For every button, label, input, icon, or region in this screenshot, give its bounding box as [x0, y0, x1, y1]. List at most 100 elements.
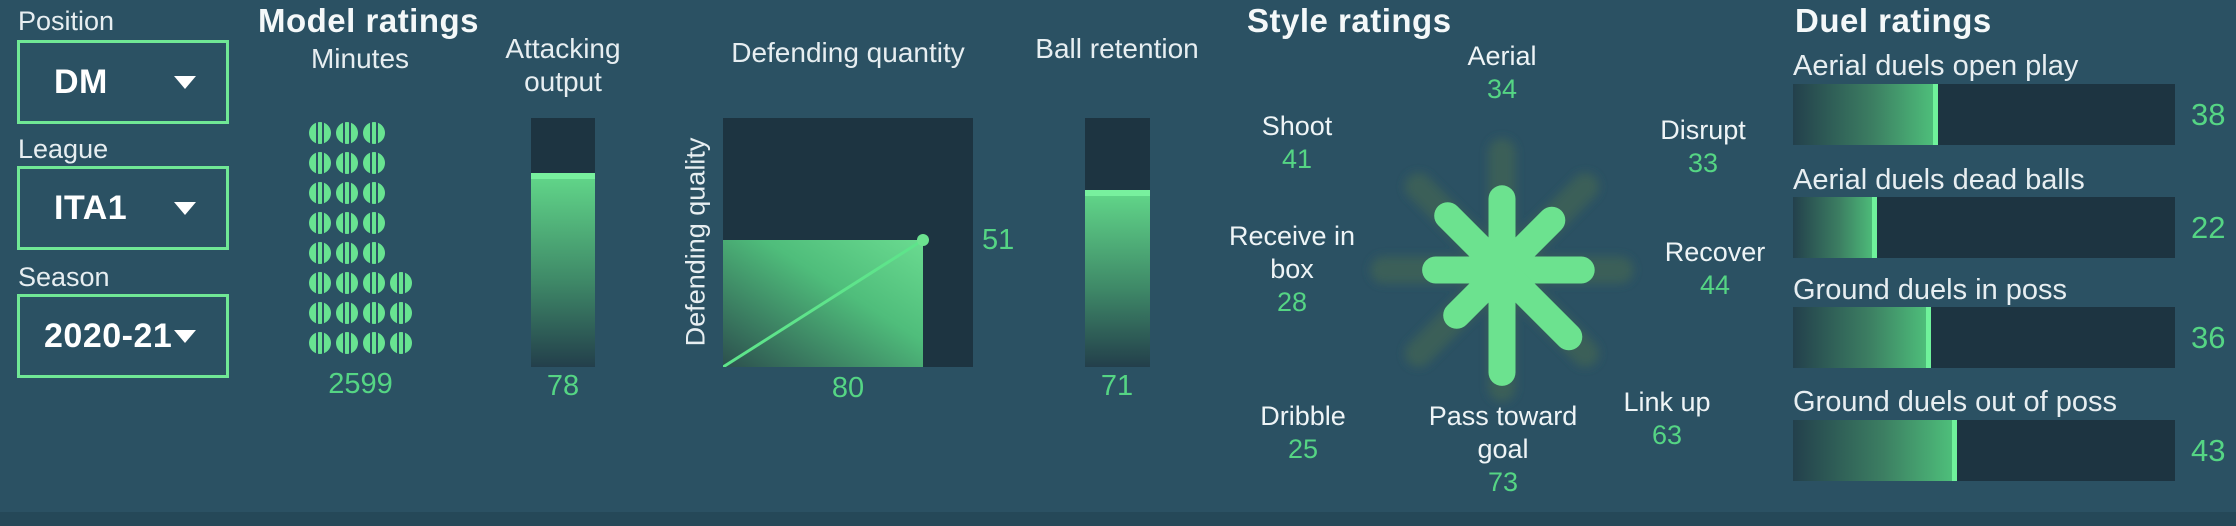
attacking-output-value: 78 — [546, 370, 580, 402]
defending-quality-axis-label: Defending quality — [680, 137, 711, 347]
league-value: ITA1 — [54, 188, 128, 227]
chevron-down-icon — [174, 329, 196, 343]
ball-row — [309, 152, 412, 174]
attacking-output-title: Attacking output — [505, 33, 621, 97]
bar-fill — [1085, 190, 1150, 367]
league-label: League — [18, 134, 109, 164]
defending-quantity-title: Defending quantity — [731, 37, 965, 68]
ball-row — [309, 242, 412, 264]
football-icon — [363, 212, 385, 234]
football-icon — [336, 332, 358, 354]
football-icon — [336, 272, 358, 294]
bar-highlight — [531, 172, 595, 179]
style-star-chart — [1370, 138, 1634, 402]
ball-retention-title: Ball retention — [1035, 33, 1199, 64]
ball-row — [309, 212, 412, 234]
defending-y-value: 51 — [982, 224, 1015, 256]
football-icon — [363, 272, 385, 294]
duel-value-aerial-open: 38 — [2191, 97, 2226, 132]
ball-row — [309, 182, 412, 204]
ball-row — [309, 272, 412, 294]
position-label: Position — [18, 6, 115, 36]
duel-bar-ground-out — [1793, 420, 2175, 481]
football-icon — [309, 182, 331, 204]
bar-fill — [1793, 307, 1931, 368]
minutes-value: 2599 — [328, 368, 393, 400]
football-icon — [309, 122, 331, 144]
season-value: 2020-21 — [44, 316, 173, 355]
position-select[interactable]: DM — [17, 40, 229, 124]
duel-label-aerial-dead: Aerial duels dead balls — [1793, 164, 2085, 196]
bar-fill — [1793, 420, 1958, 481]
league-select[interactable]: ITA1 — [17, 166, 229, 250]
defending-diagonal — [723, 234, 929, 367]
chevron-down-icon — [174, 75, 196, 89]
duel-bar-ground-in — [1793, 307, 2175, 368]
bar-highlight — [1872, 197, 1878, 258]
defending-scatter-chart — [723, 118, 973, 367]
football-icon — [309, 332, 331, 354]
football-icon — [363, 182, 385, 204]
duel-bar-aerial-open — [1793, 84, 2175, 145]
bottom-strip — [0, 512, 2236, 526]
football-icon — [363, 242, 385, 264]
defending-x-value: 80 — [831, 372, 865, 404]
model-ratings-title: Model ratings — [258, 2, 480, 39]
bar-highlight — [1952, 420, 1958, 481]
football-icon — [336, 152, 358, 174]
football-icon — [336, 122, 358, 144]
football-icon — [309, 302, 331, 324]
ball-row — [309, 332, 412, 354]
style-item-dribble: Dribble 25 — [1260, 401, 1346, 464]
football-icon — [363, 122, 385, 144]
football-icon — [336, 182, 358, 204]
minutes-title: Minutes — [310, 43, 410, 74]
style-item-shoot: Shoot 41 — [1261, 111, 1333, 174]
chevron-down-icon — [174, 201, 196, 215]
ball-retention-bar — [1085, 118, 1150, 367]
duel-value-ground-in: 36 — [2191, 320, 2226, 355]
duel-value-aerial-dead: 22 — [2191, 210, 2226, 245]
ball-row — [309, 122, 412, 144]
football-icon — [309, 242, 331, 264]
position-value: DM — [54, 62, 108, 101]
football-icon — [336, 212, 358, 234]
football-icon — [309, 152, 331, 174]
bar-highlight — [1085, 190, 1150, 197]
football-icon — [336, 242, 358, 264]
style-item-aerial: Aerial 34 — [1467, 41, 1537, 104]
ball-retention-value: 71 — [1100, 370, 1134, 402]
bar-fill — [1793, 197, 1878, 258]
style-item-disrupt: Disrupt 33 — [1660, 115, 1746, 178]
duel-value-ground-out: 43 — [2191, 433, 2226, 468]
duel-label-aerial-open: Aerial duels open play — [1793, 50, 2079, 82]
bar-fill — [1793, 84, 1939, 145]
football-icon — [309, 272, 331, 294]
duel-ratings-title: Duel ratings — [1795, 2, 1992, 39]
football-icon — [390, 272, 412, 294]
ball-row — [309, 302, 412, 324]
style-ratings-title: Style ratings — [1247, 2, 1452, 39]
attacking-output-bar — [531, 118, 595, 367]
season-select[interactable]: 2020-21 — [17, 294, 229, 378]
football-icon — [336, 302, 358, 324]
style-item-pass-toward-goal: Pass toward goal 73 — [1428, 401, 1578, 497]
minutes-ball-matrix — [309, 122, 412, 354]
style-item-recover: Recover 44 — [1664, 237, 1766, 300]
football-icon — [363, 152, 385, 174]
football-icon — [390, 332, 412, 354]
football-icon — [363, 302, 385, 324]
bar-fill — [531, 172, 595, 367]
duel-label-ground-in: Ground duels in poss — [1793, 274, 2068, 306]
duel-label-ground-out: Ground duels out of poss — [1793, 386, 2118, 418]
bar-highlight — [1933, 84, 1939, 145]
duel-bar-aerial-dead — [1793, 197, 2175, 258]
football-icon — [363, 332, 385, 354]
style-item-receive-in-box: Receive in box 28 — [1228, 221, 1356, 317]
football-icon — [309, 212, 331, 234]
football-icon — [390, 302, 412, 324]
style-item-link-up: Link up 63 — [1623, 387, 1711, 450]
bar-highlight — [1925, 307, 1931, 368]
season-label: Season — [18, 262, 110, 292]
